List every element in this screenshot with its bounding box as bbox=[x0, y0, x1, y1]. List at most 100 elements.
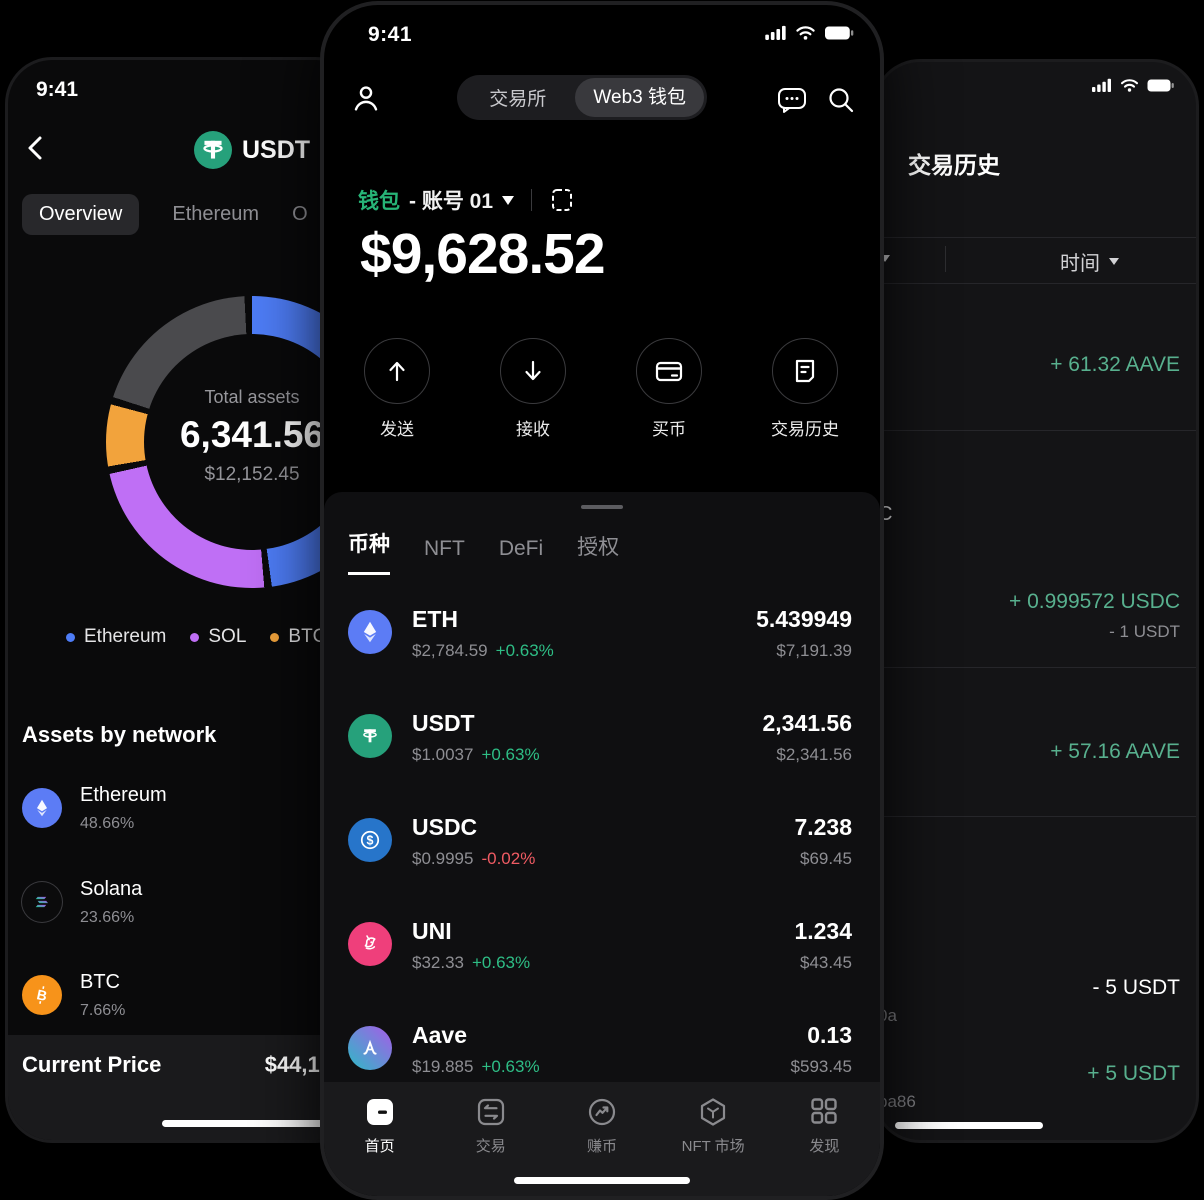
coin-row-aave[interactable]: Aave $19.885 +0.63% 0.13 $593.45 bbox=[324, 1008, 880, 1112]
receive-icon bbox=[500, 338, 566, 404]
tx-amount[interactable]: - 5 USDT bbox=[1092, 976, 1180, 999]
tx-partial-text: C bbox=[878, 503, 893, 525]
coin-value: $43.45 bbox=[800, 953, 852, 972]
nav-trade[interactable]: 交易 bbox=[443, 1097, 539, 1196]
nav-earn[interactable]: 赚币 bbox=[554, 1097, 650, 1196]
tx-amount[interactable]: + 61.32 AAVE bbox=[1050, 353, 1180, 376]
eth-coin-icon bbox=[348, 610, 392, 654]
legend-dot-orange bbox=[270, 632, 280, 642]
asset-tabs: 币种 NFT DeFi 授权 bbox=[348, 528, 619, 575]
coin-change: +0.63% bbox=[481, 1057, 540, 1076]
tx-address-partial: ba86 bbox=[878, 1092, 916, 1111]
back-icon[interactable] bbox=[22, 132, 50, 164]
tab-approvals[interactable]: 授权 bbox=[577, 536, 620, 559]
phone-left-usdt-detail: 9:41 USDT Overview Ethereum O Total asse… bbox=[8, 60, 360, 1140]
battery-icon bbox=[824, 26, 854, 40]
coin-value: $69.45 bbox=[800, 849, 852, 868]
tab-ethereum[interactable]: Ethereum bbox=[172, 203, 260, 225]
chat-icon[interactable] bbox=[776, 85, 808, 115]
total-assets-label: Total assets bbox=[204, 387, 300, 407]
search-icon[interactable] bbox=[826, 85, 856, 115]
tab-overview[interactable]: Overview bbox=[22, 194, 140, 235]
divider bbox=[876, 430, 1196, 431]
svg-text:$: $ bbox=[367, 834, 374, 848]
caret-down-icon[interactable] bbox=[502, 195, 515, 205]
coin-row-uni[interactable]: UNI $32.33 +0.63% 1.234 $43.45 bbox=[324, 904, 880, 1008]
tab-defi[interactable]: DeFi bbox=[498, 537, 544, 560]
total-assets-fiat: $12,152.45 bbox=[204, 464, 300, 485]
coin-title: USDT bbox=[242, 135, 311, 164]
coin-list: ETH $2,784.59 +0.63% 5.439949 $7,191.39 U… bbox=[324, 592, 880, 1112]
coin-amount: 2,341.56 bbox=[762, 710, 852, 736]
wifi-icon bbox=[1120, 78, 1139, 92]
current-price-value: $44,12 bbox=[264, 1052, 332, 1077]
tx-amount[interactable]: + 0.999572 USDC bbox=[1008, 590, 1180, 613]
wallet-account-row: 钱包 - 账号 01 bbox=[358, 185, 575, 215]
coin-price: $32.33 bbox=[412, 953, 464, 972]
coin-header: USDT bbox=[194, 131, 310, 169]
assets-by-network-title: Assets by network bbox=[22, 722, 217, 747]
nav-home[interactable]: 首页 bbox=[332, 1097, 428, 1196]
nav-discover[interactable]: 发现 bbox=[776, 1097, 872, 1196]
card-icon bbox=[636, 338, 702, 404]
receive-button[interactable]: 接收 bbox=[465, 338, 601, 440]
coin-value: $7,191.39 bbox=[776, 641, 852, 660]
sheet-drag-handle[interactable] bbox=[581, 505, 623, 509]
segmented-control: 交易所 Web3 钱包 bbox=[457, 75, 707, 120]
signal-icon bbox=[1092, 78, 1112, 92]
coin-symbol: Aave bbox=[412, 1022, 467, 1048]
coin-row-eth[interactable]: ETH $2,784.59 +0.63% 5.439949 $7,191.39 bbox=[324, 592, 880, 696]
scan-icon[interactable] bbox=[549, 187, 575, 213]
tx-sub-amount: - 1 USDT bbox=[1109, 622, 1180, 641]
tab-exchange[interactable]: 交易所 bbox=[489, 89, 547, 110]
coin-amount: 7.238 bbox=[794, 814, 852, 840]
tab-web3-wallet[interactable]: Web3 钱包 bbox=[575, 78, 704, 117]
home-indicator[interactable] bbox=[514, 1177, 690, 1184]
usdc-coin-icon: $ bbox=[348, 818, 392, 862]
coin-change: +0.63% bbox=[481, 745, 540, 764]
caret-down-icon bbox=[1109, 258, 1119, 265]
signal-icon bbox=[765, 25, 787, 40]
history-title: 交易历史 bbox=[908, 152, 1000, 178]
tx-amount[interactable]: + 5 USDT bbox=[1087, 1062, 1180, 1085]
nft-icon bbox=[701, 1098, 726, 1126]
battery-icon bbox=[1147, 79, 1174, 92]
legend-dot-purple bbox=[190, 632, 200, 642]
tx-address-partial: 0a bbox=[878, 1006, 897, 1025]
coin-row-usdt[interactable]: USDT $1.0037 +0.63% 2,341.56 $2,341.56 bbox=[324, 696, 880, 800]
earn-icon bbox=[588, 1098, 616, 1126]
tx-amount[interactable]: + 57.16 AAVE bbox=[1050, 740, 1180, 763]
tab-nft[interactable]: NFT bbox=[424, 537, 465, 560]
legend-btc: BTC bbox=[270, 626, 326, 648]
tab-coins[interactable]: 币种 bbox=[348, 528, 390, 575]
coin-change: +0.63% bbox=[472, 953, 531, 972]
send-icon bbox=[364, 338, 430, 404]
phone-center-wallet-home: 9:41 交易所 Web3 钱包 钱包 - 账号 01 bbox=[324, 5, 880, 1196]
sort-by-time[interactable]: 时间 bbox=[1060, 247, 1119, 276]
history-button[interactable]: 交易历史 bbox=[737, 338, 873, 440]
total-assets-amount: 6,341.56 bbox=[179, 414, 325, 455]
home-indicator[interactable] bbox=[895, 1122, 1043, 1129]
svg-text:B: B bbox=[35, 986, 48, 1004]
coin-price: $1.0037 bbox=[412, 745, 474, 764]
coin-symbol: UNI bbox=[412, 918, 452, 944]
profile-icon[interactable] bbox=[350, 82, 382, 114]
coin-symbol: USDT bbox=[412, 710, 475, 736]
legend-dot-blue bbox=[66, 632, 75, 642]
donut-legend: Ethereum SOL BTC bbox=[66, 626, 326, 648]
donut-center-text: Total assets 6,341.56 $12,152.45 bbox=[106, 296, 360, 486]
coin-row-usdc[interactable]: $ USDC $0.9995 -0.02% 7.238 $69.45 bbox=[324, 800, 880, 904]
status-icons bbox=[1092, 78, 1174, 92]
nav-nft-market[interactable]: NFT 市场 bbox=[665, 1097, 761, 1196]
coin-price: $0.9995 bbox=[412, 849, 474, 868]
coin-symbol: ETH bbox=[412, 606, 458, 632]
buy-crypto-button[interactable]: 买币 bbox=[601, 338, 737, 440]
wallet-label: 钱包 bbox=[358, 190, 400, 213]
send-button[interactable]: 发送 bbox=[329, 338, 465, 440]
home-indicator[interactable] bbox=[162, 1120, 338, 1127]
uni-coin-icon bbox=[348, 922, 392, 966]
document-icon bbox=[772, 338, 838, 404]
caret-down-icon[interactable] bbox=[880, 255, 890, 262]
solana-network-icon bbox=[22, 882, 62, 922]
tab-partial[interactable]: O bbox=[292, 203, 308, 225]
